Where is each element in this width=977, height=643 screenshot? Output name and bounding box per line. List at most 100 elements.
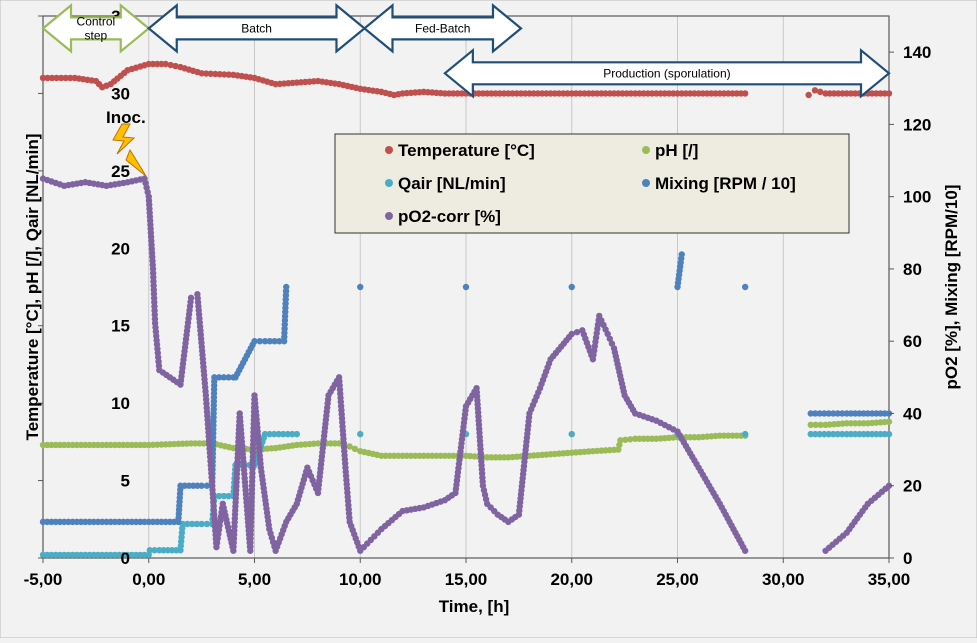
data-point [604, 330, 611, 338]
legend-label: Mixing [RPM / 10] [655, 174, 796, 193]
data-point [270, 430, 278, 438]
y2-tick-label: 100 [903, 188, 931, 207]
data-point [203, 520, 211, 528]
legend-marker [385, 179, 393, 187]
legend-item: pO2-corr [%] [385, 207, 501, 226]
series-temperature-c [39, 60, 893, 99]
data-point [198, 520, 205, 528]
phase-label: Batch [241, 21, 272, 35]
data-point [741, 547, 749, 554]
data-point [215, 374, 223, 381]
data-point [617, 437, 624, 444]
y2-tick-label: 40 [903, 404, 922, 423]
data-point [167, 61, 174, 69]
data-point [266, 430, 273, 438]
data-point [225, 492, 232, 500]
data-point [885, 430, 893, 438]
data-point [817, 421, 824, 429]
data-point [275, 430, 282, 438]
legend-marker [642, 146, 650, 154]
data-point [462, 283, 470, 291]
y-tick-label: 30 [111, 84, 130, 103]
x-tick-label: 35,00 [868, 570, 911, 589]
data-point [627, 436, 634, 443]
data-point [807, 421, 814, 429]
double-arrow-icon [443, 47, 891, 99]
series-layer [39, 60, 893, 559]
data-point [622, 436, 629, 443]
legend-label: pH [/] [655, 141, 698, 160]
y-axis-left: 05101520253035 [38, 7, 130, 568]
y2-tick-label: 120 [903, 115, 931, 134]
data-point [812, 421, 819, 429]
y-axis-title: Temperature [°C], pH [/], Qair [NL/min] [23, 134, 42, 441]
inoculation-marker: Inoc. [106, 108, 147, 177]
y-tick-label: 10 [111, 394, 130, 413]
legend-item: Mixing [RPM / 10] [642, 174, 796, 193]
y2-tick-label: 60 [903, 332, 922, 351]
data-point [812, 430, 819, 438]
data-point [293, 430, 300, 438]
data-point [812, 410, 819, 417]
data-point [221, 71, 228, 78]
y2-tick-label: 140 [903, 43, 931, 62]
series-mixing-rpm-10 [39, 251, 893, 526]
data-point [44, 74, 51, 82]
data-point [266, 338, 274, 345]
y2-tick-label: 20 [903, 477, 922, 496]
series-ph [39, 418, 893, 461]
data-point [188, 520, 196, 528]
data-point [335, 440, 343, 447]
y2-tick-label: 80 [903, 260, 922, 279]
data-point [289, 430, 296, 438]
data-point [807, 430, 814, 438]
data-point [568, 283, 575, 291]
y-tick-label: 5 [121, 472, 130, 491]
data-point [62, 74, 69, 82]
data-point [162, 60, 169, 68]
data-point [284, 430, 291, 438]
data-point [825, 410, 832, 417]
legend-marker [642, 179, 650, 187]
data-point [606, 335, 614, 342]
data-point [834, 430, 841, 438]
data-point [573, 328, 581, 336]
data-point [193, 520, 201, 528]
data-point [821, 430, 828, 438]
data-point [817, 88, 824, 96]
data-point [261, 338, 269, 345]
data-point [839, 430, 846, 438]
lightning-tip-icon [125, 148, 147, 177]
data-point [211, 374, 218, 381]
phase-arrow: Fed-Batch [362, 3, 523, 54]
data-point [220, 374, 228, 381]
data-point [357, 430, 364, 438]
y-tick-label: 15 [111, 317, 130, 336]
data-point [283, 283, 290, 291]
data-point [146, 547, 154, 554]
data-point [261, 430, 269, 438]
double-arrow-icon [362, 3, 523, 54]
legend-item: Temperature [°C] [385, 141, 535, 160]
data-point [53, 74, 60, 82]
data-point [608, 340, 616, 347]
data-point [830, 410, 837, 417]
data-point [674, 283, 681, 291]
data-point [885, 90, 893, 97]
data-point [225, 374, 232, 381]
x-tick-label: 20,00 [550, 570, 593, 589]
data-point [816, 410, 823, 417]
data-point [885, 418, 893, 425]
legend-marker [385, 146, 393, 154]
data-point [741, 283, 749, 291]
data-point [276, 338, 283, 345]
phase-label: Production (sporulation) [603, 66, 730, 80]
x-tick-label: 0,00 [132, 570, 165, 589]
legend: Temperature [°C] pH [/] Qair [NL/min] Mixin… [334, 133, 850, 234]
legend-item: Qair [NL/min] [385, 174, 506, 193]
data-point [346, 443, 353, 450]
data-point [216, 70, 223, 78]
